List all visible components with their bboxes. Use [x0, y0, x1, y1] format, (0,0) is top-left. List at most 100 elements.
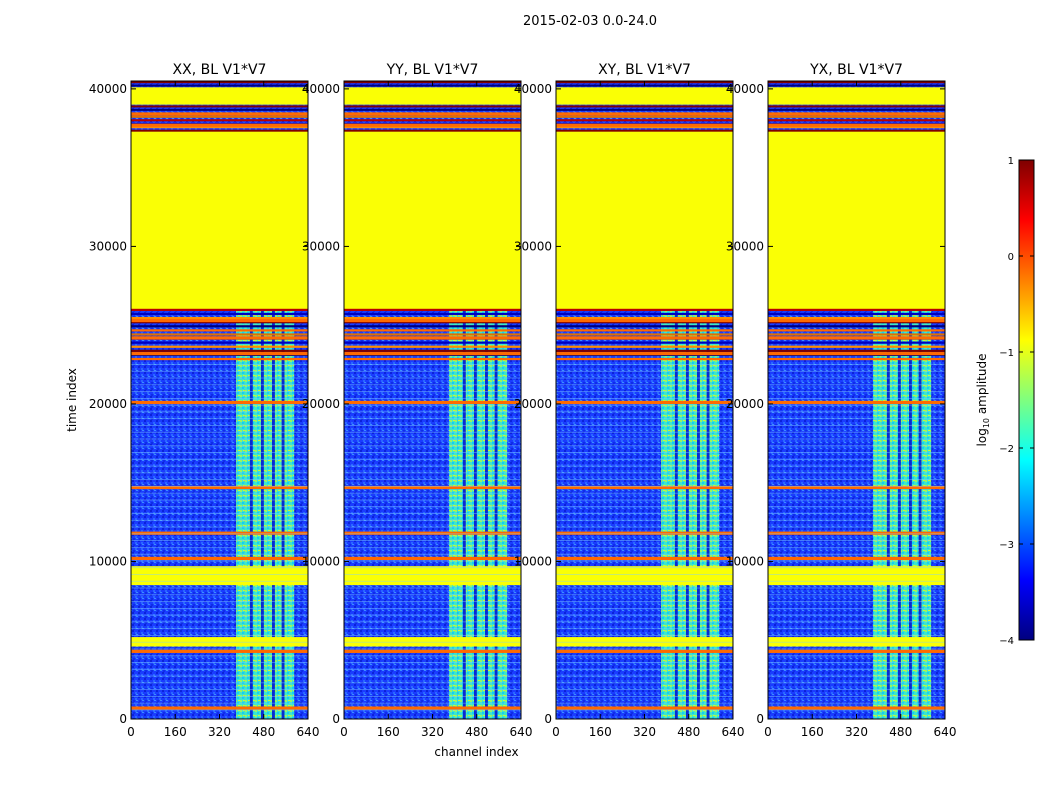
- heatmap-thin-line: [131, 560, 308, 562]
- heatmap-thin-line: [768, 682, 945, 684]
- x-axis-label: channel index: [434, 745, 518, 759]
- heatmap-thin-line: [131, 628, 308, 630]
- heatmap-thin-line: [131, 655, 308, 657]
- y-tick-label: 40000: [89, 82, 127, 96]
- heatmap-thin-line: [344, 696, 521, 697]
- colorbar-tick-label: −3: [999, 540, 1014, 551]
- x-tick-label: 640: [297, 725, 320, 739]
- figure-suptitle: 2015-02-03 0.0-24.0: [523, 14, 657, 29]
- heatmap-thin-line: [768, 614, 945, 616]
- heatmap-thin-line: [344, 404, 521, 406]
- heatmap-flag-line: [131, 336, 308, 340]
- heatmap-flag-line: [556, 336, 733, 340]
- colorbar-gradient: [1018, 159, 1035, 641]
- heatmap-thin-line: [131, 580, 308, 582]
- heatmap-thin-line: [344, 438, 521, 440]
- heatmap-band-gap: [462, 309, 466, 719]
- heatmap-thin-line: [344, 662, 521, 663]
- heatmap-flag-stripe: [344, 129, 521, 132]
- heatmap-flag-line: [768, 649, 945, 653]
- heatmap-thin-line: [556, 533, 733, 535]
- heatmap-flag-stripe: [556, 308, 733, 311]
- heatmap-thin-line: [131, 574, 308, 575]
- heatmap-thin-line: [556, 540, 733, 542]
- heatmap-thin-line: [556, 418, 733, 420]
- heatmap-flagged-region: [556, 566, 733, 586]
- heatmap-thin-line: [131, 391, 308, 392]
- heatmap-thin-line: [344, 452, 521, 453]
- heatmap-thin-line: [768, 452, 945, 453]
- heatmap-thin-line: [131, 458, 308, 460]
- heatmap-thin-line: [768, 641, 945, 643]
- heatmap-thin-line: [131, 709, 308, 711]
- heatmap-flag-stripe: [768, 129, 945, 132]
- heatmap-flag-line: [344, 352, 521, 356]
- heatmap-thin-line: [768, 675, 945, 677]
- heatmap-thin-line: [344, 580, 521, 582]
- heatmap-thin-line: [344, 641, 521, 643]
- y-tick-label: 20000: [726, 397, 764, 411]
- y-tick-label: 40000: [726, 82, 764, 96]
- heatmap-thin-line: [556, 675, 733, 677]
- heatmap-thin-line: [556, 553, 733, 555]
- x-tick-label: 320: [208, 725, 231, 739]
- heatmap-thin-line: [556, 594, 733, 596]
- heatmap-rfi-band: [465, 309, 474, 719]
- heatmap-thin-line: [131, 425, 308, 426]
- heatmap-thin-line: [768, 635, 945, 636]
- heatmap-thin-line: [768, 587, 945, 589]
- x-tick-label: 0: [127, 725, 135, 739]
- heatmap-thin-line: [768, 628, 945, 630]
- heatmap-thin-line: [768, 499, 945, 501]
- heatmap-flag-line: [131, 531, 308, 535]
- heatmap-flag-line: [344, 649, 521, 653]
- heatmap-thin-line: [131, 526, 308, 528]
- heatmap-thin-line: [768, 384, 945, 386]
- heatmap-flag-line: [556, 485, 733, 490]
- heatmap-thin-line: [344, 411, 521, 413]
- heatmap-flag-stripe: [131, 105, 308, 108]
- heatmap-thin-line: [344, 668, 521, 670]
- heatmap-thin-line: [131, 635, 308, 636]
- heatmap-thin-line: [556, 364, 733, 365]
- heatmap-flag-stripe: [768, 312, 945, 316]
- heatmap-flag-stripe: [344, 316, 521, 320]
- heatmap-thin-line: [131, 397, 308, 399]
- heatmap-thin-line: [131, 682, 308, 684]
- heatmap-thin-line: [768, 486, 945, 487]
- heatmap-flag-stripe: [768, 119, 945, 122]
- heatmap-thin-line: [131, 594, 308, 596]
- heatmap-thin-line: [556, 425, 733, 426]
- heatmap-thin-line: [344, 364, 521, 365]
- heatmap-flag-stripe: [556, 349, 733, 352]
- heatmap-thin-line: [556, 689, 733, 691]
- heatmap-flag-stripe: [768, 325, 945, 328]
- heatmap-thin-line: [131, 621, 308, 623]
- heatmap-flag-stripe: [344, 325, 521, 328]
- heatmap-thin-line: [556, 567, 733, 569]
- heatmap-thin-line: [556, 587, 733, 589]
- heatmap-thin-line: [131, 675, 308, 677]
- y-tick-label: 30000: [514, 239, 552, 253]
- heatmap-thin-line: [131, 567, 308, 569]
- heatmap-flag-stripe: [768, 349, 945, 352]
- heatmap-band-gap: [918, 309, 922, 719]
- heatmap-thin-line: [131, 689, 308, 691]
- heatmap-thin-line: [768, 655, 945, 657]
- heatmap-thin-line: [344, 614, 521, 616]
- heatmap-thin-line: [768, 702, 945, 704]
- heatmap-flag-stripe: [768, 345, 945, 348]
- heatmap-thin-line: [344, 587, 521, 589]
- heatmap-thin-line: [768, 519, 945, 521]
- heatmap-band-gap: [494, 309, 498, 719]
- heatmap-thin-line: [768, 479, 945, 481]
- heatmap-thin-line: [131, 486, 308, 487]
- heatmap-thin-line: [131, 648, 308, 650]
- heatmap-flag-line: [556, 531, 733, 535]
- heatmap-flagged-region: [768, 131, 945, 310]
- x-tick-label: 160: [589, 725, 612, 739]
- heatmap-thin-line: [556, 519, 733, 521]
- heatmap-band-gap: [886, 309, 890, 719]
- heatmap-flag-stripe: [344, 312, 521, 316]
